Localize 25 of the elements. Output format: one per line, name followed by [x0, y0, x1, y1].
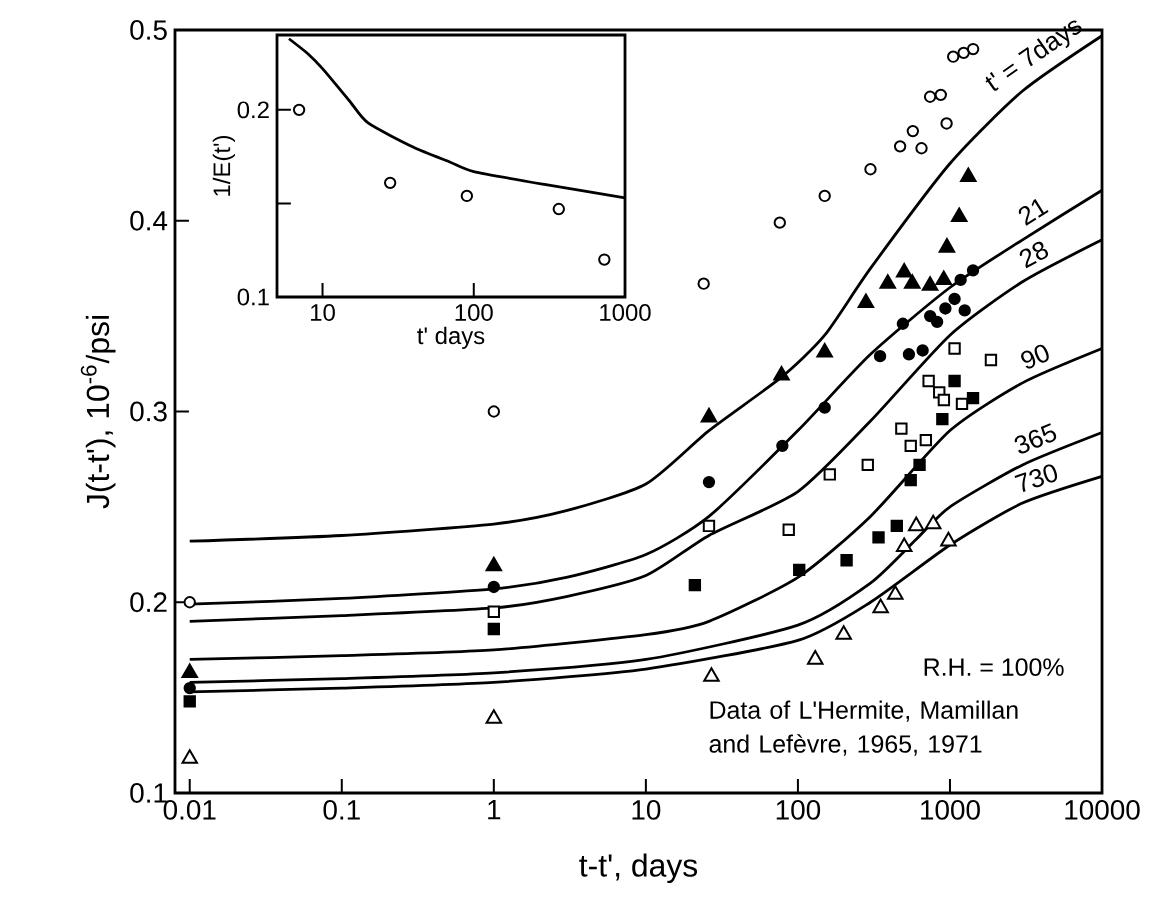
x-tick-label: 10 [632, 800, 661, 820]
x-tick-label: 10 [311, 304, 335, 321]
y-tick-label: 0.2 [130, 592, 167, 613]
annotation: Data of L'Hermite, Mamillan and Lefèvre, 1965, 1971 [709, 700, 1018, 756]
y-axis-title: J(t-t'), 10$^{-6}$/psi [80, 316, 116, 509]
y-tick-label: 0.2 [237, 101, 269, 119]
y-axis-title: 1/E(t') [212, 135, 235, 196]
text: 21 [1018, 198, 1049, 226]
text: 730 [1014, 464, 1058, 492]
y-tick-label: 0.3 [130, 401, 167, 422]
x-tick-label: 1000 [600, 304, 651, 321]
text: 28 [1019, 241, 1049, 269]
x-tick-label: 1 [488, 800, 501, 820]
y-tick-label: 0.4 [130, 210, 168, 231]
annotation: R.H. = 100% [924, 658, 1064, 676]
y-tick-label: 0.5 [130, 20, 167, 40]
x-tick-label: 100 [776, 800, 821, 820]
x-axis-title: t-t', days [579, 853, 698, 884]
text: 90 [1021, 344, 1049, 369]
x-tick-label: 0.1 [323, 800, 360, 820]
x-axis-title: t' days [417, 326, 485, 349]
x-tick-label: 10000 [1065, 800, 1140, 820]
text: 365 [1014, 423, 1057, 454]
x-tick-label: 100 [455, 304, 493, 321]
x-tick-label: 1000 [921, 800, 980, 820]
